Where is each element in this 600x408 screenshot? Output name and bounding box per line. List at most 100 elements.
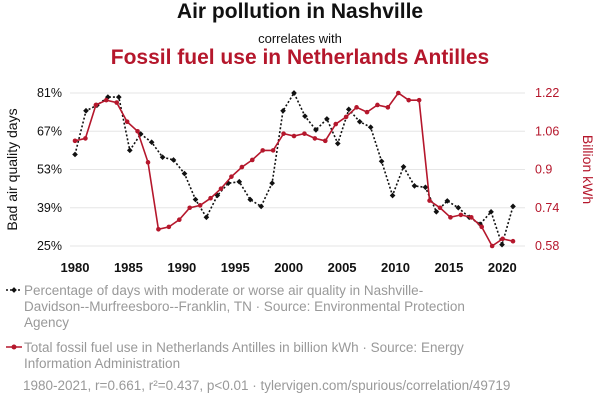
series-2-point: [270, 148, 276, 153]
series-2-point: [510, 238, 516, 244]
series-1-point: [313, 127, 319, 133]
x-tick-label: 2005: [328, 260, 357, 275]
series-2-point: [93, 102, 99, 108]
series-2-point: [427, 198, 432, 203]
x-tick-label: 1990: [167, 260, 196, 275]
series-1-point: [269, 180, 275, 187]
series-1-point: [345, 106, 352, 113]
series-2-point: [145, 160, 151, 165]
x-tick-label: 2010: [381, 260, 410, 275]
series-2-point: [364, 109, 370, 115]
series-1-point: [356, 118, 363, 125]
left-tick-label: 67%: [37, 124, 62, 138]
series-1-point: [499, 241, 505, 248]
series-1-point: [510, 203, 516, 210]
series-2-point: [239, 164, 245, 170]
series-2-point: [322, 138, 328, 144]
right-tick-label: 1.22: [535, 86, 559, 100]
series-1-point: [334, 140, 341, 147]
series-2-point: [135, 128, 140, 134]
series-2-point: [416, 97, 422, 103]
series-1-point: [422, 184, 429, 191]
x-tick-label: 2020: [488, 260, 517, 275]
series-1-point: [170, 157, 177, 163]
series-2-point: [281, 131, 286, 136]
x-tick-label: 1985: [114, 260, 143, 275]
series-1-point: [115, 94, 122, 100]
left-axis-title: Bad air quality days: [4, 108, 20, 230]
series-1-point: [378, 158, 385, 165]
legend-series-2: Total fossil fuel use in Netherlands Ant…: [6, 340, 476, 372]
series-2-point: [395, 90, 401, 96]
series-1-point: [400, 163, 407, 170]
series-1-point: [159, 154, 166, 161]
series-2-point: [229, 174, 234, 179]
series-2-point: [354, 105, 359, 110]
series-2-point: [468, 215, 474, 220]
series-2-point: [333, 121, 339, 127]
series-1-line: [74, 91, 514, 248]
series-1-point: [236, 178, 243, 185]
series-1-point: [324, 116, 330, 122]
series-2-point: [156, 226, 161, 232]
series-2-point: [458, 212, 464, 218]
series-1-point: [126, 147, 133, 154]
right-tick-label: 1.06: [535, 124, 559, 138]
series-1-point: [72, 151, 78, 158]
series-2-point: [375, 102, 380, 108]
right-tick-label: 0.58: [535, 239, 559, 253]
left-tick-label: 53%: [37, 163, 62, 177]
x-tick-label: 1980: [61, 260, 90, 275]
left-tick-label: 39%: [37, 201, 62, 215]
series-1-point: [203, 214, 210, 221]
series-2-point: [166, 224, 172, 230]
series-2-point: [479, 224, 485, 230]
right-tick-label: 0.74: [535, 201, 559, 215]
series-1-point: [411, 183, 418, 189]
x-tick-label: 2015: [434, 260, 463, 275]
series-1-point: [280, 107, 286, 114]
series-1-point: [433, 208, 440, 215]
series-1-point: [181, 170, 188, 177]
series-2-point: [406, 97, 412, 103]
x-tick-label: 2000: [274, 260, 303, 275]
series-2-point: [249, 157, 255, 163]
series-1-point: [444, 198, 451, 204]
series-1-point: [258, 203, 264, 210]
series-2-point: [72, 138, 78, 144]
right-tick-label: 0.9: [535, 163, 552, 177]
x-tick-label: 1995: [221, 260, 250, 275]
series-2-point: [124, 119, 130, 124]
series-2-point: [187, 205, 193, 211]
legend-series-2-text: Total fossil fuel use in Netherlands Ant…: [24, 340, 464, 371]
correlates-with-label: correlates with: [258, 31, 342, 46]
series-2-point: [218, 186, 224, 191]
footer-stats: 1980-2021, r=0.661, r²=0.437, p<0.01 · t…: [23, 378, 511, 393]
legend-dotted-line-icon: [6, 287, 22, 293]
series-2-point: [312, 136, 318, 141]
left-tick-label: 81%: [37, 86, 62, 100]
legend-series-1-text: Percentage of days with moderate or wors…: [24, 283, 465, 330]
series-2-point: [343, 114, 349, 120]
series-2-point: [260, 148, 266, 153]
series-2-point: [448, 215, 453, 220]
series-2-point: [176, 217, 182, 223]
chart-subtitle: Fossil fuel use in Netherlands Antilles: [110, 46, 490, 69]
series-2-point: [302, 131, 307, 136]
series-1-point: [367, 124, 374, 131]
chart-title: Air pollution in Nashville: [176, 0, 424, 23]
series-2-point: [208, 195, 213, 201]
series-1-point: [83, 107, 89, 114]
left-tick-label: 25%: [37, 239, 62, 253]
series-1-point: [192, 196, 199, 203]
chart-area: 25% 39% 53% 67% 81% 0.58 0.74 0.9 1.06 1.22 1980 19…: [4, 86, 596, 275]
series-1-point: [389, 192, 396, 199]
series-2-point: [197, 203, 203, 208]
right-axis-title: Billion kWh: [580, 135, 596, 204]
series-2-point: [385, 105, 391, 110]
series-2-point: [83, 136, 88, 141]
series-2-point: [114, 100, 120, 105]
series-1-point: [488, 209, 494, 215]
series-2-point: [489, 243, 495, 249]
series-1-point: [291, 90, 297, 96]
